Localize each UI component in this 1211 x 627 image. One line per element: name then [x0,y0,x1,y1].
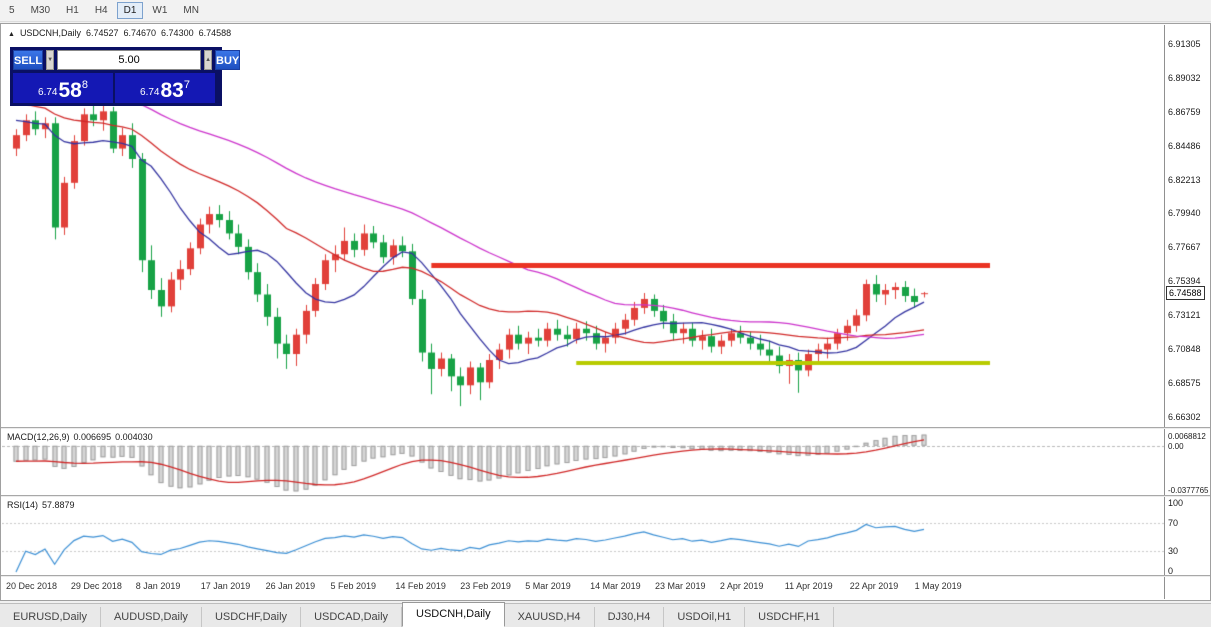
chart-tab-usdchf[interactable]: USDCHF,H1 [745,607,834,627]
date-axis-label: 8 Jan 2019 [135,581,181,591]
macd-value-signal: 0.004030 [115,432,153,442]
axis-tick-label: 6.75394 [1168,276,1201,287]
chart-tabs: EURUSD,Daily AUDUSD,Daily USDCHF,Daily USDC… [0,602,1211,627]
chart-tab-xauusd[interactable]: XAUUSD,H4 [504,607,595,627]
ask-big-digits: 83 [160,79,184,102]
sell-button[interactable]: SELL [13,50,44,70]
bid-prefix: 6.74 [38,87,58,98]
axis-tick-label: 6.68575 [1168,377,1201,388]
chart-plots: ▲ USDCNH,Daily 6.74527 6.74670 6.74300 6.7458… [2,25,1164,599]
one-click-trade-widget: SELL ▼ ▲ BUY 6.74 58 8 6.74 83 7 [10,47,241,106]
rsi-canvas[interactable] [2,498,1164,576]
ask-prefix: 6.74 [140,87,160,98]
date-axis-label: 11 Apr 2019 [784,581,833,591]
ohlc-header: ▲ USDCNH,Daily 6.74527 6.74670 6.74300 6.7458… [8,28,236,38]
timeframe-button-h1[interactable]: H1 [66,5,79,16]
rsi-value: 57.8879 [42,500,75,510]
chart-frame: ▲ USDCNH,Daily 6.74527 6.74670 6.74300 6.7458… [0,23,1211,601]
axis-tick-label: 6.73121 [1168,310,1201,321]
symbol-label: USDCNH,Daily [19,28,81,38]
ask-pip-digit: 7 [183,79,190,91]
axis-tick-label: 6.70848 [1168,343,1201,354]
chart-tab-eurusd[interactable]: EURUSD,Daily [0,607,101,627]
bid-price-button[interactable]: 6.74 58 8 [13,73,113,103]
timeframe-button-5[interactable]: 5 [9,5,15,16]
ask-price-button[interactable]: 6.74 83 7 [115,73,215,103]
date-axis-label: 14 Feb 2019 [395,581,446,591]
date-axis-label: 29 Dec 2018 [70,581,122,591]
chart-tab-usdoil[interactable]: USDOil,H1 [664,607,746,627]
date-axis-label: 20 Dec 2018 [6,581,58,591]
volume-input[interactable] [57,50,202,70]
timeframe-button-w1[interactable]: W1 [152,5,168,16]
chart-tab-usdcad[interactable]: USDCAD,Daily [301,607,403,627]
date-axis-label: 5 Feb 2019 [330,581,377,591]
open-value: 6.74527 [85,28,119,38]
axis-tick-label: 6.79940 [1168,208,1201,219]
panel-separator[interactable] [1,427,1210,429]
date-axis-label: 23 Mar 2019 [655,581,706,591]
price-axis[interactable]: 6.91305 6.89032 6.86759 6.84486 6.82213 6.799… [1164,25,1210,599]
axis-tick-label: -0.0377765 [1168,486,1209,495]
timeframe-button-d1[interactable]: D1 [116,2,144,19]
date-axis[interactable]: 20 Dec 2018 29 Dec 2018 8 Jan 2019 17 Jan 2… [2,578,1164,598]
date-axis-label: 2 Apr 2019 [719,581,764,591]
axis-tick-label: 6.86759 [1168,106,1201,117]
axis-tick-label: 6.82213 [1168,174,1201,185]
chart-tab-usdcnh[interactable]: USDCNH,Daily [402,602,505,627]
collapse-panel-icon[interactable]: ▲ [8,31,15,38]
rsi-name: RSI(14) [7,500,39,510]
date-axis-label: 5 Mar 2019 [525,581,571,591]
date-axis-label: 1 May 2019 [914,581,962,591]
macd-canvas[interactable] [2,430,1164,496]
high-value: 6.74670 [123,28,157,38]
timeframe-button-h4[interactable]: H4 [94,5,108,16]
axis-tick-label: 6.84486 [1168,140,1201,151]
bid-big-digits: 58 [58,79,82,102]
axis-tick-label: 70 [1168,518,1179,528]
chart-tab-audusd[interactable]: AUDUSD,Daily [100,607,202,627]
axis-tick-label: 6.66302 [1168,411,1201,422]
date-axis-label: 26 Jan 2019 [265,581,316,591]
axis-tick-label: 6.77667 [1168,242,1201,253]
volume-decrease-button[interactable]: ▼ [46,50,55,70]
chart-tab-usdchf[interactable]: USDCHF,Daily [201,607,302,627]
timeframe-button-mn[interactable]: MN [183,5,199,16]
axis-tick-label: 30 [1168,546,1179,556]
axis-tick-label: 6.89032 [1168,73,1201,84]
axis-tick-label: 0.0068812 [1168,432,1206,441]
panel-separator[interactable] [1,575,1210,577]
bid-pip-digit: 8 [81,79,88,91]
buy-button[interactable]: BUY [215,50,241,70]
timeframe-toolbar: 5 M30 H1 H4 D1 W1 MN [0,0,1211,22]
axis-tick-label: 0 [1168,566,1174,576]
rsi-label: RSI(14) 57.8879 [7,500,79,510]
date-axis-label: 17 Jan 2019 [200,581,251,591]
chart-tab-dj30[interactable]: DJ30,H4 [594,607,665,627]
macd-value-main: 0.006695 [73,432,112,442]
macd-label: MACD(12,26,9) 0.006695 0.004030 [7,432,157,442]
axis-tick-label: 100 [1168,498,1184,508]
current-price-badge: 6.74588 [1166,286,1205,301]
axis-tick-label: 0.00 [1168,441,1184,451]
low-value: 6.74300 [161,28,194,38]
macd-name: MACD(12,26,9) [7,432,70,442]
close-value: 6.74588 [198,28,232,38]
date-axis-label: 14 Mar 2019 [590,581,641,591]
date-axis-label: 23 Feb 2019 [460,581,511,591]
axis-tick-label: 6.91305 [1168,39,1201,50]
date-axis-label: 22 Apr 2019 [849,581,899,591]
volume-increase-button[interactable]: ▲ [204,50,213,70]
panel-separator[interactable] [1,495,1210,497]
timeframe-button-m30[interactable]: M30 [30,5,51,16]
